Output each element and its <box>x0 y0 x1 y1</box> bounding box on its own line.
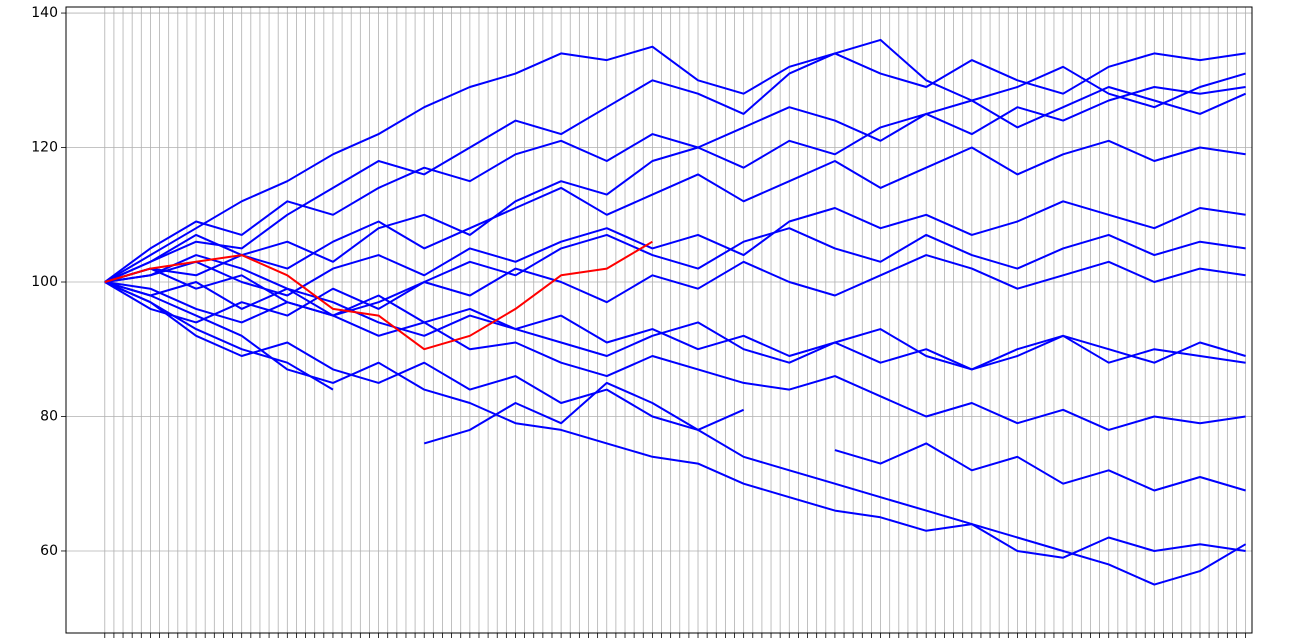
y-tick-label: 80 <box>40 408 58 424</box>
series-line <box>104 240 653 351</box>
series-line <box>104 281 1247 586</box>
series-line <box>104 139 1246 283</box>
series-line <box>104 86 1247 283</box>
series-line <box>104 254 1246 324</box>
series-line <box>104 45 1246 283</box>
series-line <box>104 281 1246 559</box>
y-tick-label: 60 <box>40 543 58 559</box>
series-line <box>104 281 1246 492</box>
y-tick-label: 140 <box>31 5 58 21</box>
series-line <box>104 254 1246 371</box>
y-tick-label: 100 <box>31 274 58 290</box>
series-line <box>104 227 1246 317</box>
series-line <box>104 38 1246 283</box>
plot-frame <box>65 6 1253 634</box>
series-line <box>104 281 1246 431</box>
series-line <box>104 86 1246 283</box>
y-tick-label: 120 <box>31 140 58 156</box>
series-line <box>104 267 1246 371</box>
